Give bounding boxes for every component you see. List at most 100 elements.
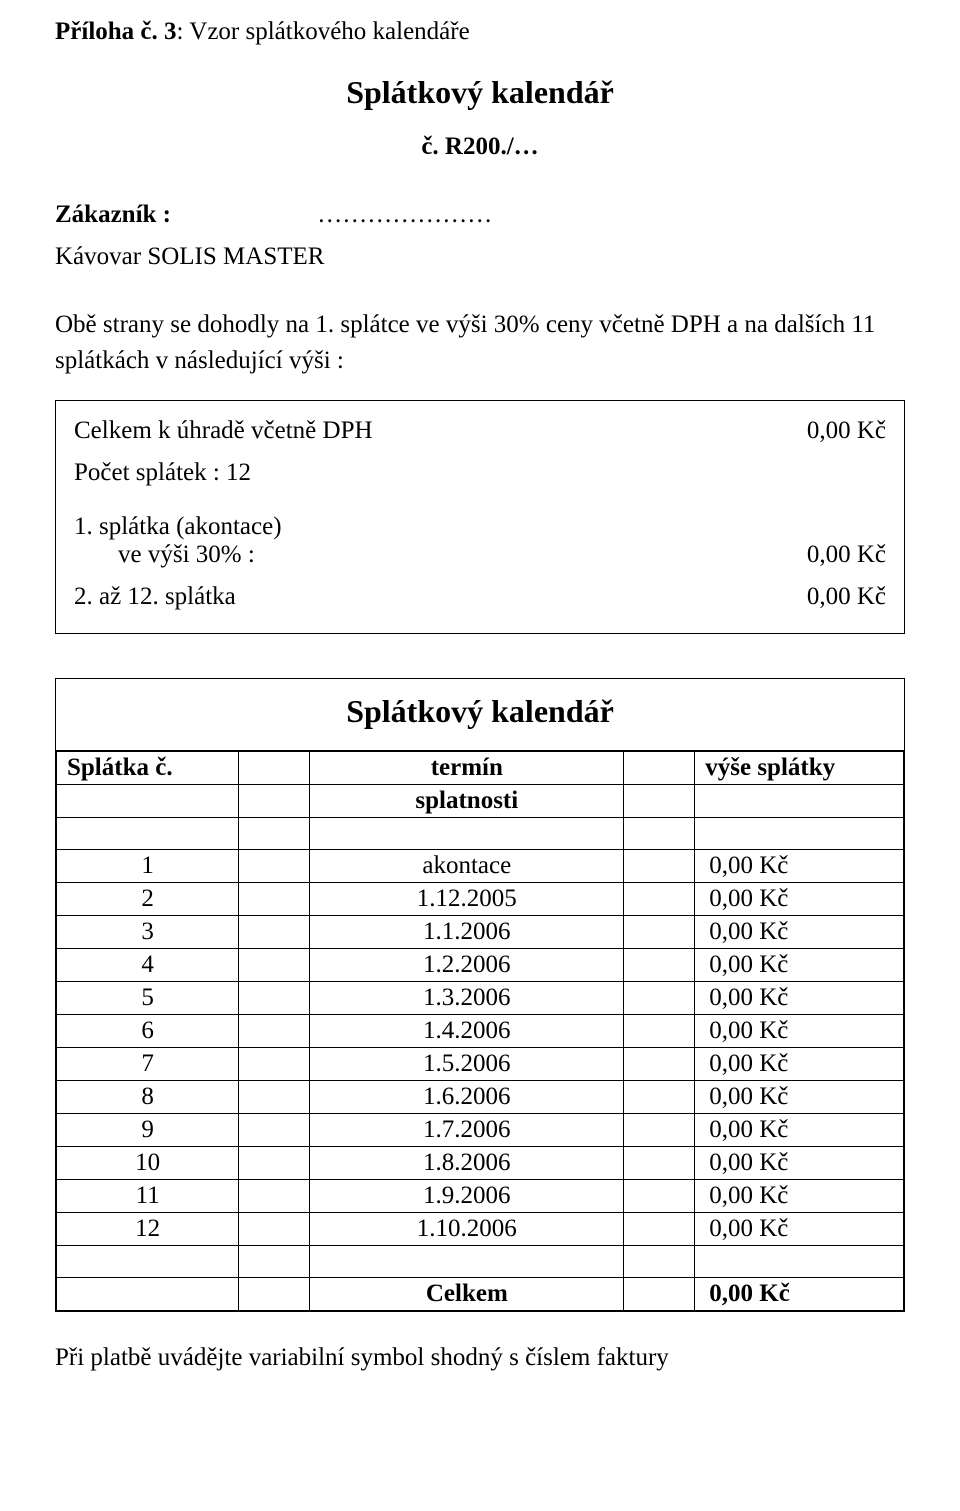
table-cell-empty: [624, 1146, 695, 1179]
table-cell-term: 1.5.2006: [310, 1047, 624, 1080]
table-cell-number: 3: [57, 915, 239, 948]
table-cell-empty: [239, 1245, 310, 1277]
customer-label: Zákazník :: [55, 201, 171, 228]
table-cell-empty: [624, 1179, 695, 1212]
table-cell-term: 1.1.2006: [310, 915, 624, 948]
table-cell-empty: [239, 882, 310, 915]
product-line: Kávovar SOLIS MASTER: [55, 243, 905, 271]
table-cell-empty: [624, 915, 695, 948]
table-cell-empty: [624, 1277, 695, 1310]
col-header-empty: [624, 751, 695, 784]
table-cell-empty: [239, 1080, 310, 1113]
table-cell-term: 1.3.2006: [310, 981, 624, 1014]
table-cell-amount: 0,00 Kč: [695, 948, 904, 981]
table-cell-empty: [239, 849, 310, 882]
table-cell-number: 7: [57, 1047, 239, 1080]
table-cell-empty: [57, 1245, 239, 1277]
table-cell-empty: [239, 784, 310, 817]
summary-first-b: ve výši 30% :: [74, 541, 255, 569]
table-cell-number: 4: [57, 948, 239, 981]
calendar-table: Splátka č.termínvýše splátkysplatnosti1a…: [56, 751, 904, 1311]
summary-total-label: Celkem k úhradě včetně DPH: [74, 417, 373, 445]
table-cell-empty: [239, 817, 310, 849]
table-cell-number: 6: [57, 1014, 239, 1047]
col-subheader-splatnosti: splatnosti: [310, 784, 624, 817]
table-cell-number: 5: [57, 981, 239, 1014]
table-cell-amount: 0,00 Kč: [695, 1014, 904, 1047]
table-cell-empty: [310, 1245, 624, 1277]
table-cell-term: 1.2.2006: [310, 948, 624, 981]
table-cell-term: 1.9.2006: [310, 1179, 624, 1212]
summary-count: Počet splátek : 12: [74, 459, 886, 487]
table-cell-amount: 0,00 Kč: [695, 1113, 904, 1146]
table-cell-number: 9: [57, 1113, 239, 1146]
appendix-prefix: Příloha č. 3: [55, 18, 177, 45]
table-cell-empty: [624, 784, 695, 817]
table-cell-amount: 0,00 Kč: [695, 882, 904, 915]
table-cell-amount: 0,00 Kč: [695, 1146, 904, 1179]
table-cell-empty: [239, 981, 310, 1014]
col-header-empty: [239, 751, 310, 784]
table-cell-amount: 0,00 Kč: [695, 849, 904, 882]
customer-line: Zákazník : …………………: [55, 201, 905, 229]
table-cell-empty: [239, 1277, 310, 1310]
table-cell-total-value: 0,00 Kč: [695, 1277, 904, 1310]
table-cell-empty: [239, 915, 310, 948]
summary-rest-label: 2. až 12. splátka: [74, 583, 236, 611]
table-cell-amount: 0,00 Kč: [695, 1212, 904, 1245]
table-cell-empty: [57, 1277, 239, 1310]
table-cell-number: 1: [57, 849, 239, 882]
table-cell-empty: [239, 1179, 310, 1212]
appendix-line: Příloha č. 3: Vzor splátkového kalendáře: [55, 18, 905, 46]
table-cell-term: 1.12.2005: [310, 882, 624, 915]
table-cell-number: 8: [57, 1080, 239, 1113]
table-cell-empty: [695, 817, 904, 849]
table-cell-empty: [695, 1245, 904, 1277]
table-cell-amount: 0,00 Kč: [695, 1179, 904, 1212]
table-cell-number: 10: [57, 1146, 239, 1179]
summary-rest-value: 0,00 Kč: [807, 583, 886, 611]
table-cell-empty: [695, 784, 904, 817]
table-cell-empty: [624, 849, 695, 882]
table-cell-amount: 0,00 Kč: [695, 1047, 904, 1080]
intro-text: Obě strany se dohodly na 1. splátce ve v…: [55, 307, 905, 380]
table-cell-empty: [624, 948, 695, 981]
summary-box: Celkem k úhradě včetně DPH 0,00 Kč Počet…: [55, 400, 905, 634]
table-cell-term: 1.8.2006: [310, 1146, 624, 1179]
table-cell-empty: [239, 948, 310, 981]
table-cell-term: 1.4.2006: [310, 1014, 624, 1047]
table-cell-empty: [624, 1014, 695, 1047]
table-cell-empty: [624, 1047, 695, 1080]
appendix-suffix: : Vzor splátkového kalendáře: [177, 18, 470, 45]
table-cell-amount: 0,00 Kč: [695, 1080, 904, 1113]
table-cell-term: 1.6.2006: [310, 1080, 624, 1113]
col-header-splatka: Splátka č.: [57, 751, 239, 784]
table-cell-empty: [57, 817, 239, 849]
table-cell-total-label: Celkem: [310, 1277, 624, 1310]
summary-first-a: 1. splátka (akontace): [74, 513, 886, 541]
summary-first-value: 0,00 Kč: [807, 541, 886, 569]
table-cell-empty: [239, 1014, 310, 1047]
document-number: č. R200./…: [55, 133, 905, 161]
page-title: Splátkový kalendář: [55, 74, 905, 111]
summary-total-value: 0,00 Kč: [807, 417, 886, 445]
table-cell-term: 1.7.2006: [310, 1113, 624, 1146]
table-cell-empty: [239, 1212, 310, 1245]
table-cell-empty: [624, 1080, 695, 1113]
table-cell-empty: [624, 981, 695, 1014]
table-cell-empty: [239, 1146, 310, 1179]
table-cell-number: 11: [57, 1179, 239, 1212]
footer-note: Při platbě uvádějte variabilní symbol sh…: [55, 1344, 905, 1372]
page: Příloha č. 3: Vzor splátkového kalendáře…: [0, 0, 960, 1511]
table-cell-empty: [624, 817, 695, 849]
table-cell-term: akontace: [310, 849, 624, 882]
customer-dots: …………………: [317, 201, 492, 228]
table-cell-empty: [57, 784, 239, 817]
col-header-vyse: výše splátky: [695, 751, 904, 784]
table-cell-number: 12: [57, 1212, 239, 1245]
calendar-title: Splátkový kalendář: [56, 679, 904, 751]
table-cell-empty: [624, 1212, 695, 1245]
table-cell-empty: [624, 882, 695, 915]
table-cell-empty: [624, 1113, 695, 1146]
table-cell-empty: [624, 1245, 695, 1277]
